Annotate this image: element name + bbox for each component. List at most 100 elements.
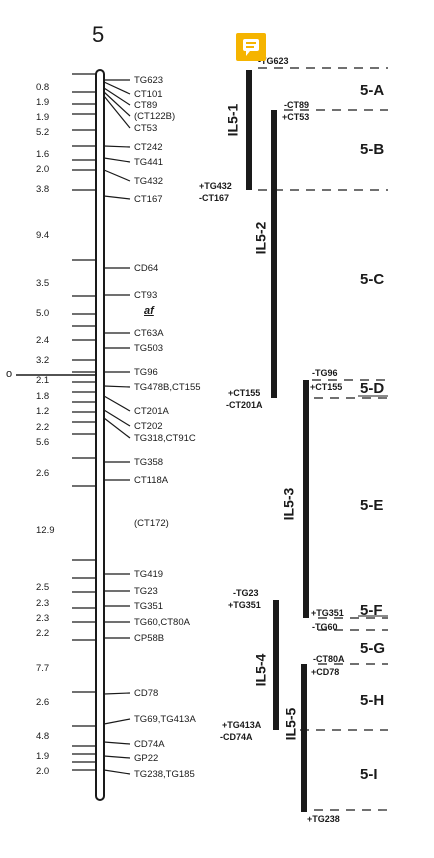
comment-note-icon[interactable]: [236, 33, 266, 61]
segment-label: 5-F: [360, 602, 383, 619]
marker-label: (CT122B): [134, 111, 176, 122]
distance-label: 1.8: [36, 391, 50, 402]
segment-label: 5-H: [360, 692, 385, 709]
distance-label: 4.8: [36, 731, 50, 742]
segment-label: 5-C: [360, 271, 385, 288]
marker-tick: [103, 395, 131, 412]
marker-label: CT89: [134, 100, 158, 111]
marker-tick: [103, 755, 131, 759]
distance-label: 9.4: [36, 230, 50, 241]
il-end-label: +TG351: [311, 608, 344, 618]
distance-label: 5.2: [36, 127, 50, 138]
marker-label: (CT172): [134, 518, 169, 529]
marker-label: CT63A: [134, 328, 164, 339]
marker-label: CD64: [134, 263, 159, 274]
marker-label: CT202: [134, 421, 163, 432]
distance-label: 2.0: [36, 164, 50, 175]
il-end-label: -CT201A: [226, 400, 263, 410]
il-name: IL5-2: [252, 221, 269, 255]
il-start-label: +CT53: [282, 112, 310, 122]
marker-tick: [103, 91, 131, 117]
distance-label: 2.2: [36, 422, 50, 433]
marker-tick: [103, 417, 131, 439]
marker-tick: [103, 385, 131, 388]
il-start-label: +CT155: [310, 382, 343, 392]
marker-tick: [103, 769, 131, 775]
segment-label: 5-D: [360, 380, 385, 397]
marker-label: CT201A: [134, 406, 169, 417]
marker-label: TG238,TG185: [134, 769, 195, 780]
marker-label: CP58B: [134, 633, 165, 644]
chromosome-title: 5: [92, 22, 105, 47]
marker-label: TG351: [134, 601, 164, 612]
marker-label: TG623: [134, 75, 164, 86]
marker-tick: [103, 409, 131, 427]
marker-label: TG503: [134, 343, 164, 354]
il-name: IL5-4: [252, 653, 269, 687]
marker-label: TG96: [134, 367, 158, 378]
comment-bubble-icon: [243, 39, 259, 56]
marker-tick: [103, 741, 131, 745]
marker-label: CT118A: [134, 475, 169, 486]
marker-tick: [103, 169, 131, 182]
distance-label: 2.1: [36, 375, 50, 386]
il-end-label: +TG432: [199, 181, 232, 191]
marker-tick: [103, 87, 131, 106]
marker-label: TG432: [134, 176, 164, 187]
distance-label: 3.2: [36, 355, 50, 366]
segment-label: 5-A: [360, 82, 385, 99]
marker-tick: [103, 145, 131, 148]
marker-label: CD78: [134, 688, 159, 699]
il-start-label: -TG96: [312, 368, 338, 378]
distance-label: 0.8: [36, 82, 50, 93]
marker-tick: [103, 157, 131, 163]
distance-label: 2.2: [36, 628, 50, 639]
distance-label: 1.9: [36, 97, 50, 108]
marker-label: TG419: [134, 569, 164, 580]
marker-label: TG318,CT91C: [134, 433, 196, 444]
distance-label: 3.8: [36, 184, 50, 195]
marker-tick: [103, 718, 131, 725]
il-end-label: -CD74A: [220, 732, 253, 742]
distance-label: 2.4: [36, 335, 50, 346]
distance-label: 1.9: [36, 112, 50, 123]
note-line: [246, 42, 256, 44]
marker-label: CT53: [134, 123, 158, 134]
distance-label: 12.9: [36, 525, 55, 536]
distance-label: 3.5: [36, 278, 50, 289]
il-start-label: +TG351: [228, 600, 261, 610]
il-start-label: -TG623: [258, 56, 289, 66]
distance-label: 2.0: [36, 766, 50, 777]
il-end-label: +TG238: [307, 814, 340, 824]
marker-tick: [103, 81, 131, 95]
il-name: IL5-1: [224, 103, 241, 137]
marker-label: TG60,CT80A: [134, 617, 190, 628]
marker-tick: [103, 692, 131, 695]
marker-label: TG69,TG413A: [134, 714, 196, 725]
marker-label-af: af: [144, 305, 154, 317]
marker-tick: [103, 95, 131, 129]
marker-label: TG478B,CT155: [134, 382, 201, 393]
distance-label: 2.5: [36, 582, 50, 593]
il-name: IL5-5: [282, 707, 299, 741]
distance-label: 1.2: [36, 406, 50, 417]
marker-label: TG23: [134, 586, 158, 597]
note-line: [246, 46, 254, 48]
distance-label: 1.9: [36, 751, 50, 762]
distance-label: 2.3: [36, 613, 50, 624]
segment-label: 5-I: [360, 766, 378, 783]
il-start-label: -CT80A: [313, 654, 345, 664]
distance-label: 2.6: [36, 468, 50, 479]
distance-label: 2.3: [36, 598, 50, 609]
distance-label: 2.6: [36, 697, 50, 708]
il-start-label: -CT89: [284, 100, 310, 110]
il-end-label: +TG413A: [222, 720, 262, 730]
marker-label: TG441: [134, 157, 164, 168]
marker-label: GP22: [134, 753, 159, 764]
distance-label: 5.6: [36, 437, 50, 448]
marker-tick: [103, 195, 131, 200]
chromosome-bar: [95, 69, 105, 801]
marker-label: CD74A: [134, 739, 165, 750]
segment-label: 5-B: [360, 141, 385, 158]
